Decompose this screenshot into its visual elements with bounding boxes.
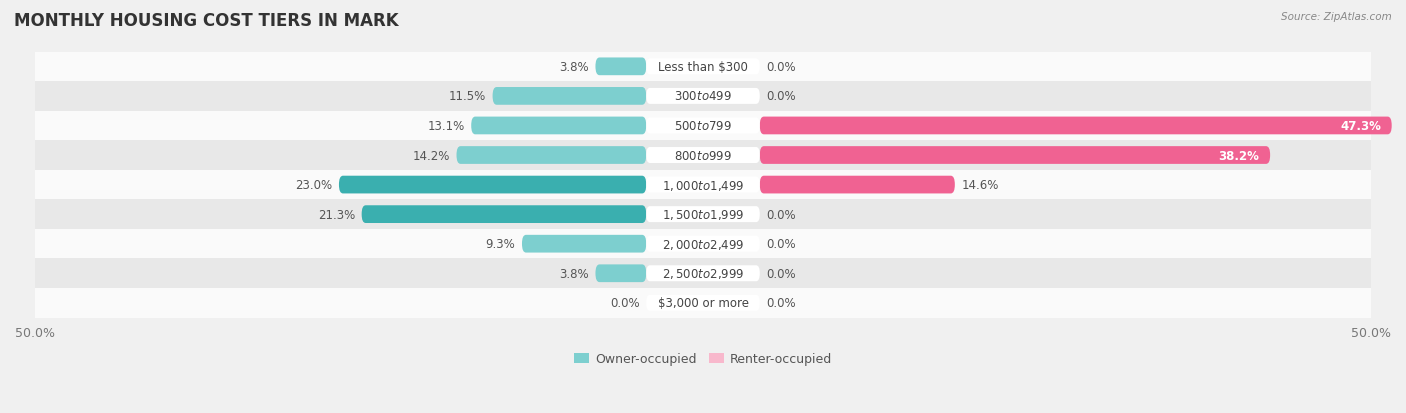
FancyBboxPatch shape	[759, 147, 1270, 164]
FancyBboxPatch shape	[35, 171, 1371, 200]
Text: 14.6%: 14.6%	[962, 179, 998, 192]
Text: 0.0%: 0.0%	[766, 297, 796, 310]
FancyBboxPatch shape	[596, 58, 647, 76]
Text: 0.0%: 0.0%	[766, 90, 796, 103]
Text: $300 to $499: $300 to $499	[673, 90, 733, 103]
Text: 21.3%: 21.3%	[318, 208, 354, 221]
Text: MONTHLY HOUSING COST TIERS IN MARK: MONTHLY HOUSING COST TIERS IN MARK	[14, 12, 399, 30]
FancyBboxPatch shape	[35, 288, 1371, 318]
Text: 11.5%: 11.5%	[449, 90, 486, 103]
FancyBboxPatch shape	[647, 236, 759, 252]
Text: 0.0%: 0.0%	[766, 237, 796, 251]
Legend: Owner-occupied, Renter-occupied: Owner-occupied, Renter-occupied	[574, 352, 832, 366]
FancyBboxPatch shape	[647, 206, 759, 223]
Text: 9.3%: 9.3%	[485, 237, 515, 251]
Text: Less than $300: Less than $300	[658, 61, 748, 74]
FancyBboxPatch shape	[647, 148, 759, 164]
Text: 38.2%: 38.2%	[1219, 149, 1260, 162]
Text: $2,500 to $2,999: $2,500 to $2,999	[662, 267, 744, 280]
FancyBboxPatch shape	[35, 259, 1371, 288]
Text: $500 to $799: $500 to $799	[673, 120, 733, 133]
FancyBboxPatch shape	[35, 141, 1371, 171]
Text: 0.0%: 0.0%	[766, 208, 796, 221]
FancyBboxPatch shape	[471, 117, 647, 135]
FancyBboxPatch shape	[35, 112, 1371, 141]
Text: 13.1%: 13.1%	[427, 120, 464, 133]
Text: 0.0%: 0.0%	[610, 297, 640, 310]
Text: 0.0%: 0.0%	[766, 267, 796, 280]
FancyBboxPatch shape	[647, 118, 759, 134]
Text: $1,500 to $1,999: $1,500 to $1,999	[662, 208, 744, 222]
FancyBboxPatch shape	[339, 176, 647, 194]
FancyBboxPatch shape	[759, 117, 1392, 135]
FancyBboxPatch shape	[647, 266, 759, 282]
Text: $2,000 to $2,499: $2,000 to $2,499	[662, 237, 744, 251]
FancyBboxPatch shape	[457, 147, 647, 164]
FancyBboxPatch shape	[522, 235, 647, 253]
Text: $800 to $999: $800 to $999	[673, 149, 733, 162]
FancyBboxPatch shape	[759, 176, 955, 194]
Text: 23.0%: 23.0%	[295, 179, 332, 192]
FancyBboxPatch shape	[647, 177, 759, 193]
FancyBboxPatch shape	[35, 82, 1371, 112]
FancyBboxPatch shape	[35, 200, 1371, 229]
Text: 0.0%: 0.0%	[766, 61, 796, 74]
Text: 47.3%: 47.3%	[1340, 120, 1381, 133]
FancyBboxPatch shape	[35, 229, 1371, 259]
FancyBboxPatch shape	[361, 206, 647, 223]
FancyBboxPatch shape	[647, 295, 759, 311]
Text: $3,000 or more: $3,000 or more	[658, 297, 748, 310]
Text: 14.2%: 14.2%	[412, 149, 450, 162]
FancyBboxPatch shape	[492, 88, 647, 105]
FancyBboxPatch shape	[596, 265, 647, 282]
Text: Source: ZipAtlas.com: Source: ZipAtlas.com	[1281, 12, 1392, 22]
FancyBboxPatch shape	[35, 52, 1371, 82]
Text: $1,000 to $1,499: $1,000 to $1,499	[662, 178, 744, 192]
Text: 3.8%: 3.8%	[560, 267, 589, 280]
FancyBboxPatch shape	[647, 59, 759, 75]
FancyBboxPatch shape	[647, 89, 759, 104]
Text: 3.8%: 3.8%	[560, 61, 589, 74]
